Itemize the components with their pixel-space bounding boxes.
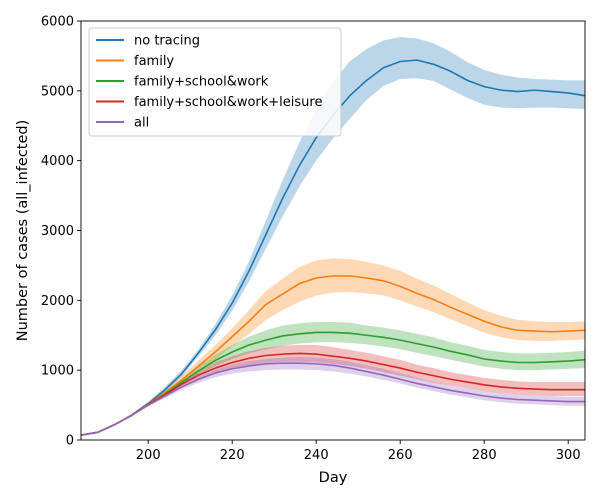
x-tick-label: 220: [220, 448, 245, 463]
y-axis-ticks: 0 1000 2000 3000 4000 5000 6000: [41, 15, 81, 449]
y-tick-label: 0: [66, 434, 74, 449]
legend-box: [88, 27, 342, 137]
y-tick-label: 1000: [41, 364, 74, 379]
x-tick-label: 280: [472, 448, 497, 463]
band-1: [81, 258, 585, 436]
legend-label: family+school&work: [134, 75, 269, 90]
legend-label: family+school&work+leisure: [134, 95, 322, 110]
legend-label: family: [134, 54, 174, 69]
y-tick-label: 6000: [41, 15, 74, 30]
legend-label: all: [134, 116, 149, 131]
band-3: [81, 345, 585, 436]
x-tick-label: 260: [388, 448, 413, 463]
y-tick-label: 5000: [41, 84, 74, 99]
series-line-1: [81, 275, 585, 436]
series-line-3: [81, 352, 585, 436]
y-tick-label: 4000: [41, 154, 74, 169]
series-line-4: [81, 362, 585, 436]
x-axis-ticks: 200 220 240 260 280 300: [136, 440, 581, 463]
x-tick-label: 200: [136, 448, 161, 463]
y-tick-label: 2000: [41, 294, 74, 309]
legend-label: no tracing: [134, 34, 200, 49]
y-tick-label: 3000: [41, 224, 74, 239]
x-axis-label: Day: [319, 470, 348, 486]
legend: no tracing family family+school&work family…: [88, 27, 342, 137]
band-2: [81, 321, 585, 436]
y-axis-label: Number of cases (all_infected): [15, 120, 31, 341]
x-tick-label: 240: [304, 448, 329, 463]
x-tick-label: 300: [556, 448, 581, 463]
